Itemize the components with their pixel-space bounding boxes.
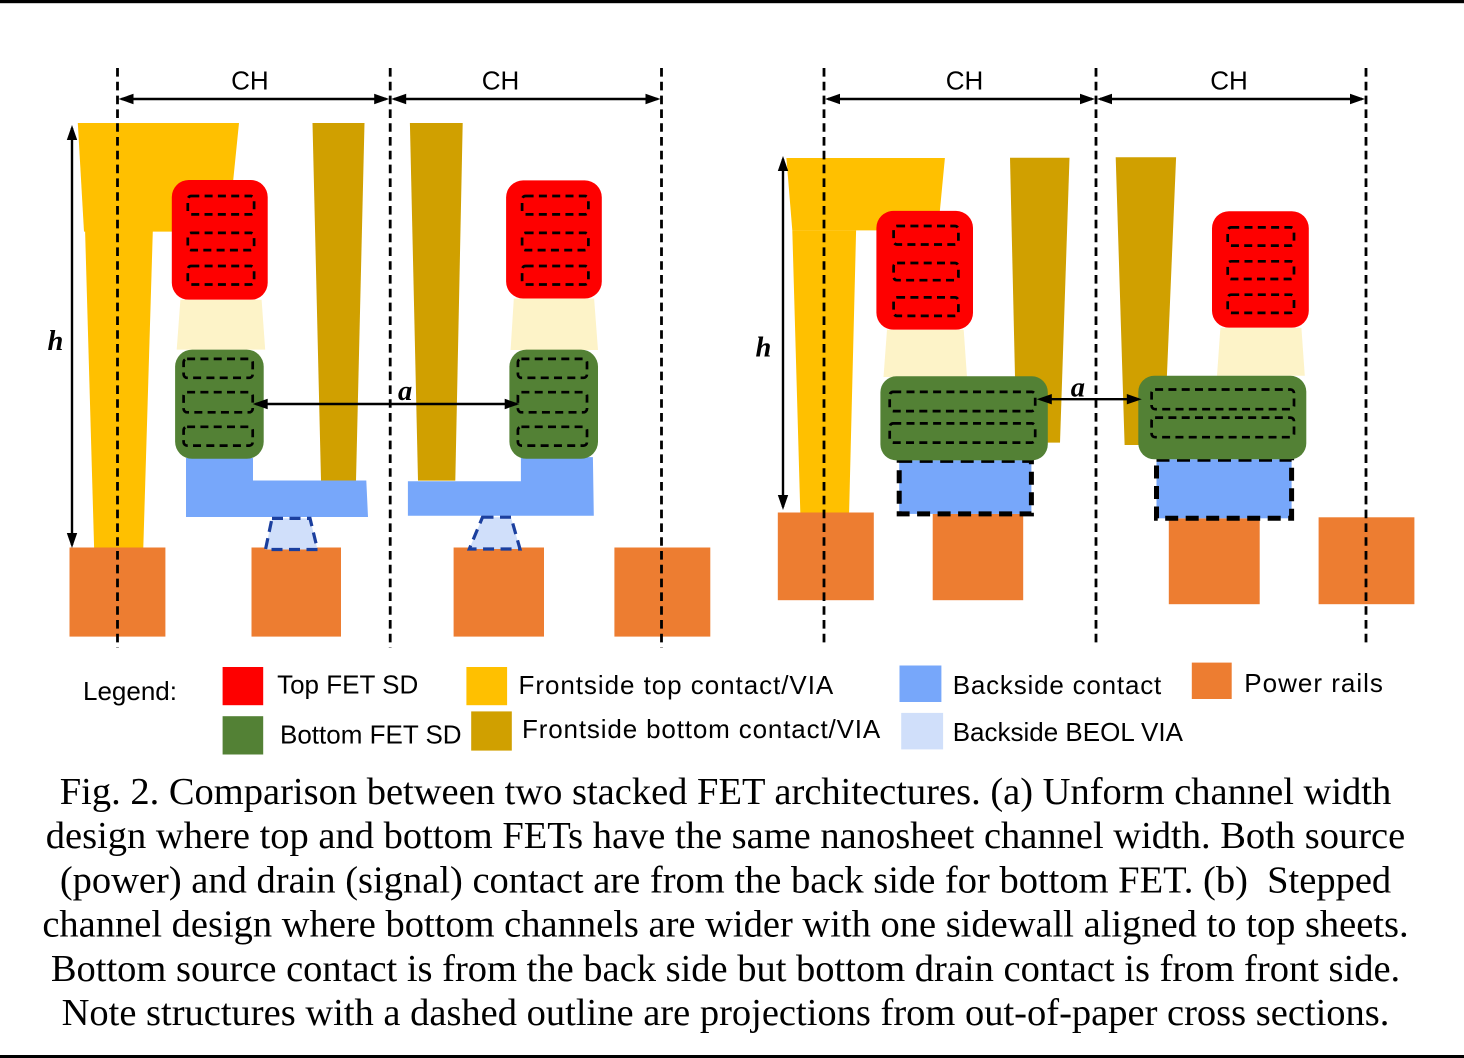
svg-text:Bottom FET SD: Bottom FET SD (280, 720, 462, 750)
svg-text:a: a (1071, 372, 1085, 403)
svg-text:CH: CH (946, 66, 984, 96)
svg-text:Legend:: Legend: (83, 676, 177, 706)
svg-text:Backside contact: Backside contact (953, 670, 1162, 700)
svg-text:Frontside bottom contact/VIA: Frontside bottom contact/VIA (522, 714, 881, 744)
svg-text:a: a (398, 376, 412, 407)
svg-text:Frontside top contact/VIA: Frontside top contact/VIA (519, 670, 835, 700)
svg-text:h: h (756, 333, 772, 364)
svg-text:Top FET SD: Top FET SD (277, 669, 418, 699)
svg-text:Fig. 2. Comparison between two: Fig. 2. Comparison between two stacked F… (60, 771, 1391, 813)
svg-text:CH: CH (482, 66, 520, 96)
svg-text:Backside BEOL VIA: Backside BEOL VIA (953, 717, 1184, 747)
svg-text:h: h (48, 326, 64, 357)
svg-text:CH: CH (1210, 66, 1248, 96)
svg-text:(power) and drain (signal) con: (power) and drain (signal) contact are f… (60, 859, 1391, 901)
svg-text:design where top and bottom FE: design where top and bottom FETs have th… (46, 815, 1405, 857)
svg-text:channel design where bottom ch: channel design where bottom channels are… (42, 904, 1408, 946)
svg-text:CH: CH (231, 66, 269, 96)
svg-text:Power rails: Power rails (1244, 668, 1384, 698)
svg-text:Note structures with a dashed: Note structures with a dashed outline ar… (62, 992, 1390, 1034)
svg-text:Bottom source contact is from: Bottom source contact is from the back s… (51, 948, 1400, 990)
